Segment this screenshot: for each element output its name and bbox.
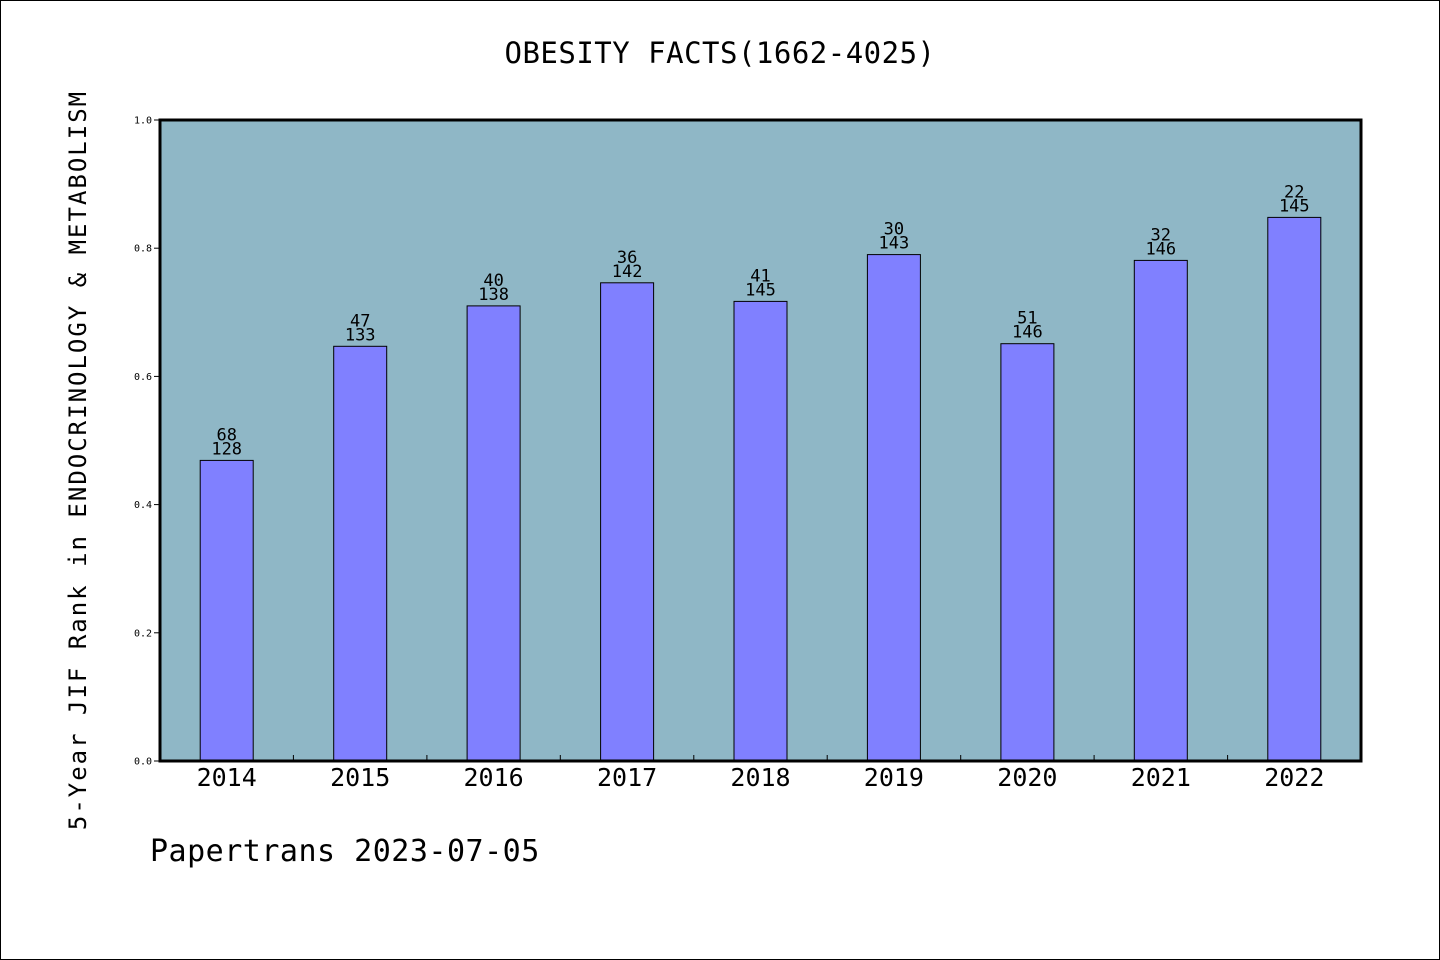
bar-2021 [1133, 259, 1188, 762]
footer-credit: Papertrans 2023-07-05 [150, 834, 540, 869]
x-tick-label-2016: 2016 [463, 763, 523, 792]
x-tick-label-2022: 2022 [1264, 763, 1324, 792]
chart-title: OBESITY FACTS(1662-4025) [504, 36, 936, 70]
bar-2015 [333, 345, 388, 762]
y-tick-label: 0.2 [134, 628, 152, 639]
y-tick-label: 0.4 [134, 500, 152, 511]
rank-label-2019: 30 [884, 220, 904, 240]
bar-2017 [600, 282, 655, 762]
total-label-2016: 138 [478, 285, 509, 305]
bar-2016 [466, 305, 521, 762]
total-label-2014: 128 [211, 439, 242, 459]
y-tick-label: 0.8 [134, 244, 152, 255]
y-tick-label: 0.0 [134, 757, 152, 768]
rank-label-2014: 68 [216, 425, 236, 445]
plot-border [158, 118, 1363, 763]
x-tick-label-2020: 2020 [997, 763, 1057, 792]
bars [199, 216, 1322, 762]
bar-2019 [866, 254, 921, 762]
x-tick-label-2015: 2015 [330, 763, 390, 792]
bar-2018 [733, 300, 788, 762]
total-label-2015: 133 [345, 325, 376, 345]
bar-2020 [1000, 343, 1055, 762]
x-tick-label-2018: 2018 [730, 763, 790, 792]
rank-label-2017: 36 [617, 248, 637, 268]
bar-2022 [1267, 216, 1322, 762]
total-label-2020: 146 [1012, 323, 1043, 343]
total-label-2022: 145 [1279, 196, 1310, 216]
bar-labels: 6812820144713320154013820163614220174114… [197, 182, 1325, 792]
y-tick-label: 0.6 [134, 372, 152, 383]
rank-label-2016: 40 [483, 271, 503, 291]
x-tick-label-2014: 2014 [197, 763, 257, 792]
rank-label-2020: 51 [1017, 309, 1037, 329]
rank-label-2021: 32 [1151, 225, 1171, 245]
rank-label-2018: 41 [750, 266, 770, 286]
total-label-2019: 143 [879, 234, 910, 254]
rank-label-2015: 47 [350, 311, 370, 331]
x-tick-label-2021: 2021 [1131, 763, 1191, 792]
total-label-2017: 142 [612, 262, 643, 282]
rank-label-2022: 22 [1284, 182, 1304, 202]
bar-2014 [199, 459, 254, 762]
x-tick-label-2019: 2019 [864, 763, 924, 792]
x-tick-label-2017: 2017 [597, 763, 657, 792]
y-tick-label: 1.0 [134, 116, 152, 127]
total-label-2018: 145 [745, 280, 776, 300]
total-label-2021: 146 [1145, 239, 1176, 259]
